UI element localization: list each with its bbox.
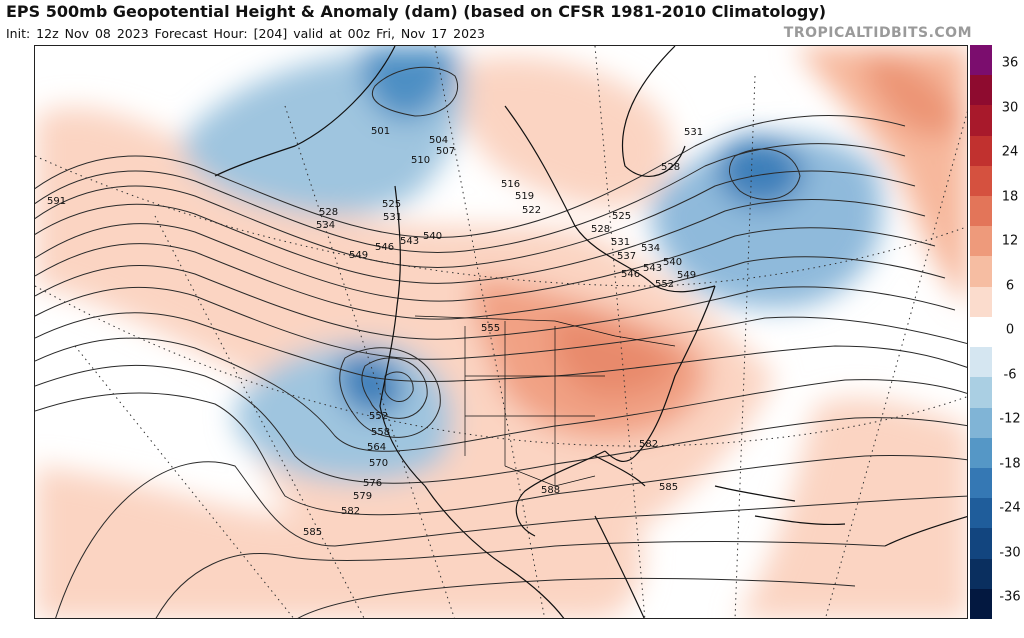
political-boundaries bbox=[414, 315, 676, 487]
valid-time: valid at 00z Fri, Nov 17 2023 bbox=[293, 26, 485, 41]
contour-label: 516 bbox=[501, 179, 520, 190]
contour-label: 546 bbox=[375, 242, 394, 253]
colorbar-segment bbox=[970, 528, 992, 560]
colorbar-tick-label: 24 bbox=[1001, 144, 1019, 160]
contour-label: 534 bbox=[641, 243, 660, 254]
contour-label: 531 bbox=[383, 212, 402, 223]
contour-label: 576 bbox=[363, 478, 382, 489]
positive-anomaly-caribbean bbox=[736, 397, 967, 618]
contour-label: 543 bbox=[643, 263, 662, 274]
colorbar-tick-label: -30 bbox=[999, 545, 1021, 560]
contour-label: 531 bbox=[611, 237, 630, 248]
contour-label: 579 bbox=[353, 491, 372, 502]
contour-label: 501 bbox=[371, 126, 390, 137]
colorbar-tick-label: -18 bbox=[999, 456, 1021, 471]
colorbar-tick-label: -36 bbox=[999, 589, 1021, 605]
colorbar-segment bbox=[970, 498, 992, 529]
colorbar-tick-label: 36 bbox=[1001, 55, 1019, 71]
colorbar-segment bbox=[970, 75, 992, 106]
colorbar-tick-label: 30 bbox=[1001, 100, 1019, 115]
negative-anomaly-alaska-core bbox=[362, 46, 455, 121]
site-watermark: TROPICALTIDBITS.COM bbox=[783, 25, 972, 41]
contour-label: 552 bbox=[655, 279, 674, 290]
colorbar-segment bbox=[970, 256, 992, 288]
contour-label: 540 bbox=[423, 231, 442, 242]
init-time: Init: 12z Nov 08 2023 bbox=[6, 26, 149, 41]
colorbar-segment bbox=[970, 588, 992, 620]
colorbar-segment bbox=[970, 135, 992, 167]
contour-label: 510 bbox=[411, 155, 430, 166]
contour-label: 582 bbox=[639, 439, 658, 450]
colorbar-tick-label: 0 bbox=[1005, 322, 1015, 338]
contour-label: 558 bbox=[371, 427, 390, 438]
contour-label: 528 bbox=[661, 162, 680, 173]
coastlines bbox=[214, 46, 967, 618]
contour-label: 519 bbox=[515, 191, 534, 202]
colorbar-segment bbox=[970, 347, 992, 378]
map-title: EPS 500mb Geopotential Height & Anomaly … bbox=[6, 2, 827, 21]
colorbar-tick-label: -24 bbox=[999, 500, 1021, 516]
colorbar-tick-label: 6 bbox=[1005, 278, 1015, 293]
colorbar-segment bbox=[970, 377, 992, 409]
colorbar-segment bbox=[970, 286, 992, 318]
colorbar-segment bbox=[970, 437, 992, 469]
contour-label: 528 bbox=[591, 224, 610, 235]
contour-label: 540 bbox=[663, 257, 682, 268]
contour-label: 585 bbox=[659, 482, 678, 493]
colorbar-tick-label: -12 bbox=[999, 411, 1021, 427]
contour-label: 507 bbox=[436, 146, 455, 157]
positive-anomaly-core bbox=[552, 316, 680, 398]
colorbar-segment bbox=[970, 226, 992, 257]
colorbar-segment bbox=[970, 558, 992, 590]
negative-anomaly-newfoundland bbox=[650, 134, 883, 309]
contour-label: 570 bbox=[369, 458, 388, 469]
contour-label: 552 bbox=[369, 411, 388, 422]
colorbar-segment bbox=[970, 105, 992, 137]
colorbar-tick-label: 18 bbox=[1001, 189, 1019, 204]
positive-anomaly-atlantic-core bbox=[863, 56, 960, 137]
contour-label: 525 bbox=[612, 211, 631, 222]
colorbar-segment bbox=[970, 196, 992, 227]
contour-label: 564 bbox=[367, 442, 386, 453]
contour-label: 528 bbox=[319, 207, 338, 218]
colorbar-segment bbox=[970, 316, 992, 348]
contour-label: 522 bbox=[522, 205, 541, 216]
anomaly-map: 591 501 504 507 510 516 519 522 525 525 … bbox=[34, 45, 968, 619]
contour-label: 582 bbox=[341, 506, 360, 517]
colorbar-tick-label: 12 bbox=[1001, 233, 1019, 249]
anomaly-shading bbox=[35, 46, 967, 618]
contour-label: 534 bbox=[316, 220, 335, 231]
contour-label: 546 bbox=[621, 269, 640, 280]
contour-label: 525 bbox=[382, 199, 401, 210]
contour-label: 504 bbox=[429, 135, 448, 146]
contour-label: 549 bbox=[677, 270, 696, 281]
colorbar-segment bbox=[970, 165, 992, 197]
negative-anomaly-california-core bbox=[338, 353, 405, 415]
colorbar-segment bbox=[970, 467, 992, 499]
positive-anomaly-canada bbox=[452, 56, 673, 209]
contour-label: 531 bbox=[684, 127, 703, 138]
anomaly-colorbar bbox=[970, 45, 992, 620]
colorbar-segment bbox=[970, 407, 992, 439]
contour-label: 543 bbox=[400, 236, 419, 247]
contour-label: 588 bbox=[541, 485, 560, 496]
contour-label: 537 bbox=[617, 251, 636, 262]
map-canvas: 591 501 504 507 510 516 519 522 525 525 … bbox=[35, 46, 967, 618]
contour-label: 591 bbox=[47, 196, 66, 207]
run-info: Init: 12z Nov 08 2023 Forecast Hour: [20… bbox=[6, 26, 485, 41]
colorbar-segment bbox=[970, 45, 992, 76]
contour-label: 555 bbox=[481, 323, 500, 334]
contour-labels: 591 501 504 507 510 516 519 522 525 525 … bbox=[47, 126, 703, 538]
colorbar-tick-label: -6 bbox=[1003, 367, 1017, 382]
forecast-hour: Forecast Hour: [204] bbox=[154, 26, 288, 41]
contour-label: 585 bbox=[303, 527, 322, 538]
contour-label: 549 bbox=[349, 250, 368, 261]
positive-anomaly-mexico bbox=[455, 463, 643, 618]
